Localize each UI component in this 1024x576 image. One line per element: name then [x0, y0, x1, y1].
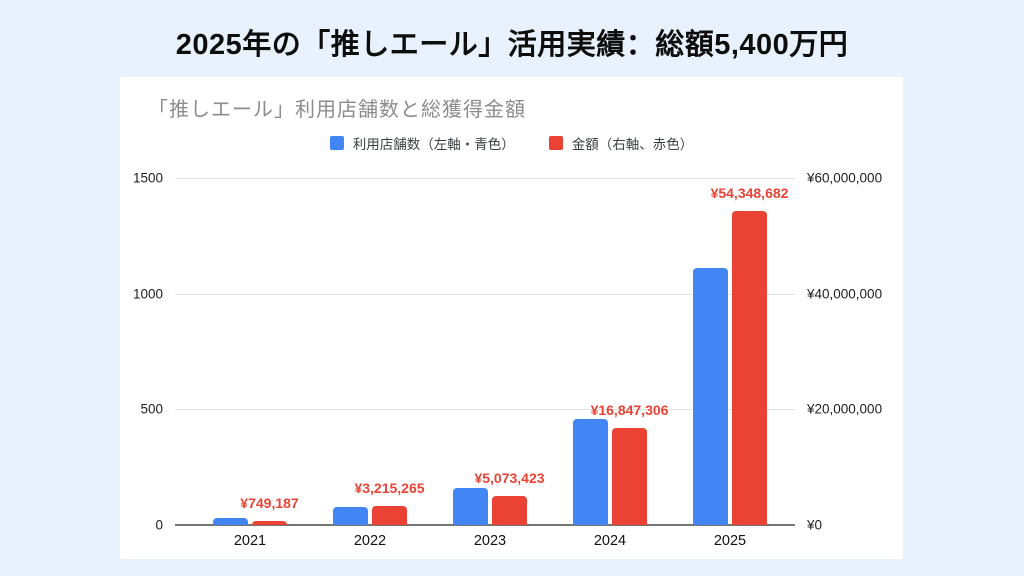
chart-legend: 利用店舗数（左軸・青色） 金額（右軸、赤色） — [120, 133, 903, 153]
x-axis-label-2022: 2022 — [353, 533, 387, 549]
blue-square-icon — [329, 136, 344, 150]
plot-area: 0 ¥0 500 ¥20,000,000 1000 ¥40,000,000 1500 ¥60,… — [133, 171, 882, 533]
gridline — [175, 293, 795, 295]
left-axis-tick: 1000 — [132, 286, 163, 302]
bars-row — [333, 178, 407, 525]
x-axis-label-2025: 2025 — [713, 533, 747, 549]
amount-data-label-2025: ¥54,348,682 — [710, 184, 789, 201]
bar-stores-2023[interactable] — [453, 488, 488, 525]
bars-row — [453, 178, 527, 525]
bar-group-2025: ¥54,348,682 2025 — [670, 178, 790, 549]
red-square-icon — [548, 136, 563, 150]
bar-stores-2025[interactable] — [693, 267, 728, 525]
bars-row — [693, 178, 767, 525]
bar-group-2023: ¥5,073,423 2023 — [430, 178, 550, 549]
bar-amount-2024[interactable] — [612, 427, 647, 525]
right-axis-tick: ¥20,000,000 — [807, 401, 883, 417]
page-title: 2025年の「推しエール」活用実績：総額5,400万円 — [175, 29, 849, 61]
bar-group-2022: ¥3,215,265 2022 — [310, 178, 430, 549]
amount-data-label-2024: ¥16,847,306 — [590, 401, 669, 418]
x-axis-label-2023: 2023 — [473, 533, 507, 549]
amount-data-label-2023: ¥5,073,423 — [474, 469, 545, 486]
gridline — [175, 409, 795, 411]
bar-amount-2021[interactable] — [252, 520, 287, 525]
right-axis-tick: ¥0 — [807, 517, 823, 533]
bar-stores-2021[interactable] — [213, 518, 248, 525]
bar-amount-2022[interactable] — [372, 506, 407, 525]
chart-title: 「推しエール」利用店舗数と総獲得金額 — [148, 99, 526, 121]
x-axis-label-2024: 2024 — [593, 533, 627, 549]
bar-groups: ¥749,187 2021 ¥3,215,265 2022 ¥5,073,423 2023… — [190, 178, 790, 549]
left-axis-tick: 1500 — [132, 170, 163, 186]
legend-label-amount: 金額（右軸、赤色） — [571, 137, 694, 152]
bar-stores-2022[interactable] — [333, 506, 368, 525]
bar-stores-2024[interactable] — [573, 418, 608, 525]
legend-item-amount[interactable]: 金額（右軸、赤色） — [548, 133, 694, 153]
chart-card: 「推しエール」利用店舗数と総獲得金額 利用店舗数（左軸・青色） 金額（右軸、赤色… — [120, 77, 903, 559]
bar-group-2024: ¥16,847,306 2024 — [550, 178, 670, 549]
bar-amount-2025[interactable] — [732, 210, 767, 525]
x-axis-label-2021: 2021 — [233, 533, 267, 549]
bars-row — [213, 178, 287, 525]
right-axis-tick: ¥40,000,000 — [807, 286, 883, 302]
legend-item-stores[interactable]: 利用店舗数（左軸・青色） — [329, 133, 515, 153]
left-axis-tick: 0 — [155, 517, 163, 533]
gridline — [175, 178, 795, 179]
legend-label-stores: 利用店舗数（左軸・青色） — [352, 137, 515, 152]
bars-row — [573, 178, 647, 525]
bar-group-2021: ¥749,187 2021 — [190, 178, 310, 549]
amount-data-label-2021: ¥749,187 — [240, 494, 299, 511]
left-axis-tick: 500 — [140, 401, 163, 417]
bar-amount-2023[interactable] — [492, 495, 527, 525]
x-axis-line — [175, 524, 795, 526]
amount-data-label-2022: ¥3,215,265 — [354, 480, 425, 497]
right-axis-tick: ¥60,000,000 — [807, 170, 883, 186]
